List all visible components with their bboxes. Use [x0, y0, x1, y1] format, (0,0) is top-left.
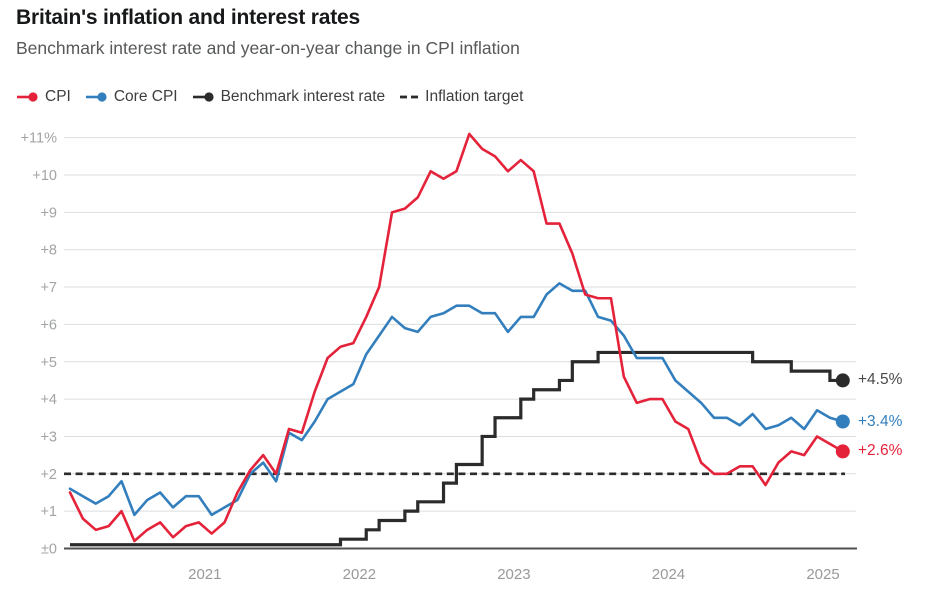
- chart-subtitle: Benchmark interest rate and year-on-year…: [16, 38, 520, 58]
- legend-label-cpi: CPI: [45, 88, 71, 105]
- legend-item-inflation-target: Inflation target: [399, 88, 523, 106]
- legend: CPI Core CPI Benchmark interest rate Inf…: [16, 88, 523, 106]
- svg-text:+6: +6: [40, 317, 57, 333]
- svg-text:2024: 2024: [652, 566, 685, 583]
- end-label-core-cpi: +3.4%: [858, 412, 903, 430]
- legend-label-benchmark-rate: Benchmark interest rate: [220, 88, 386, 105]
- legend-label-core-cpi: Core CPI: [113, 88, 178, 105]
- benchmark-rate-line-dot-icon: [192, 92, 214, 102]
- svg-text:+8: +8: [40, 243, 57, 259]
- svg-text:2022: 2022: [343, 566, 376, 583]
- svg-text:2021: 2021: [188, 566, 221, 583]
- legend-item-cpi: CPI: [16, 88, 71, 106]
- svg-text:+9: +9: [40, 205, 57, 221]
- svg-text:2025: 2025: [806, 566, 839, 583]
- legend-item-core-cpi: Core CPI: [85, 88, 178, 106]
- svg-text:2023: 2023: [497, 566, 530, 583]
- legend-item-benchmark-rate: Benchmark interest rate: [192, 88, 386, 106]
- end-label-benchmark-rate: +4.5%: [858, 371, 903, 389]
- svg-text:+2: +2: [40, 467, 57, 483]
- core-cpi-line-dot-icon: [85, 92, 107, 102]
- svg-text:+5: +5: [40, 355, 57, 371]
- inflation-target-dashes-icon: [400, 95, 419, 99]
- legend-label-inflation-target: Inflation target: [425, 88, 524, 105]
- svg-text:+4: +4: [40, 392, 57, 408]
- chart-title: Britain's inflation and interest rates: [16, 6, 360, 29]
- svg-text:+7: +7: [40, 280, 57, 296]
- end-label-cpi: +2.6%: [858, 442, 903, 460]
- cpi-line-dot-icon: [17, 92, 38, 102]
- svg-text:+11%: +11%: [21, 131, 58, 147]
- svg-text:±0: ±0: [41, 542, 57, 558]
- svg-text:+3: +3: [40, 429, 57, 445]
- svg-text:+1: +1: [40, 504, 57, 520]
- svg-text:+10: +10: [32, 168, 57, 184]
